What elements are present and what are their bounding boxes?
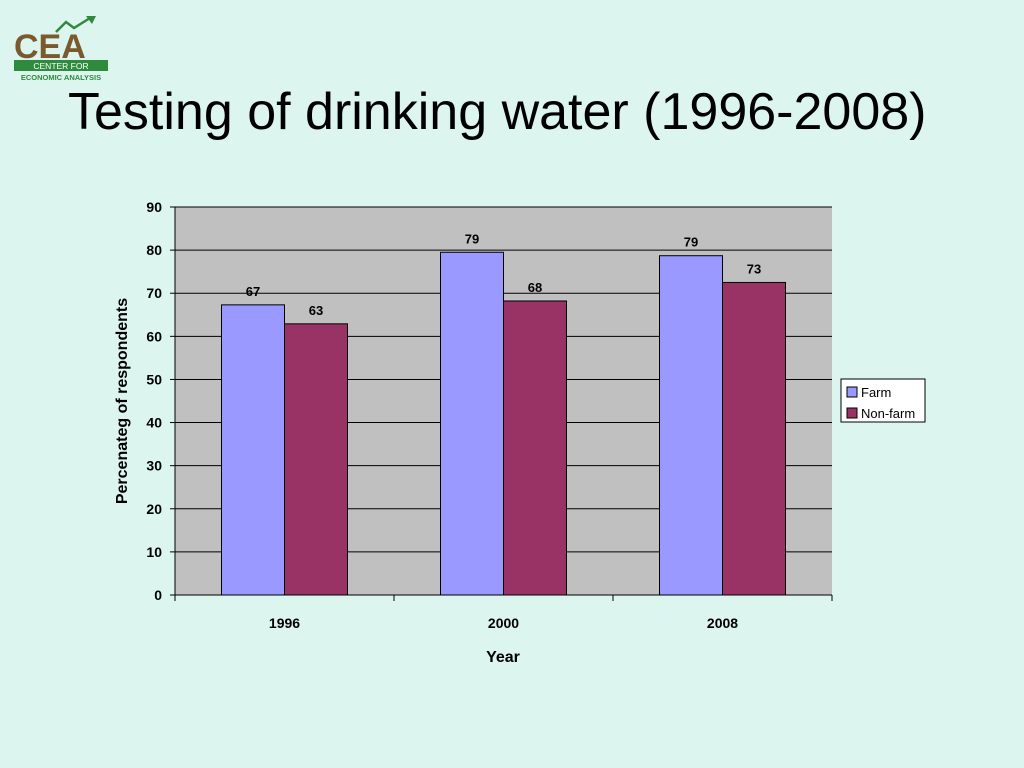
legend-label: Farm (861, 385, 891, 400)
legend-swatch (846, 386, 858, 398)
x-tick-labels: 1996 2000 2008 (269, 615, 738, 631)
bar (284, 323, 348, 596)
logo-band (14, 60, 108, 71)
y-tick-label: 90 (146, 199, 162, 215)
bar-value-label: 67 (246, 284, 260, 299)
bar-value-label: 73 (747, 261, 761, 276)
y-tick-label: 0 (154, 587, 162, 603)
y-tick-label: 20 (146, 501, 162, 517)
arrow-head-icon (86, 16, 96, 24)
bar-labels: 67 63 79 68 79 73 (246, 231, 761, 318)
logo-line1: CENTER FOR (33, 61, 88, 71)
axes (170, 206, 833, 601)
legend: Farm Non-farm (840, 378, 926, 423)
y-tick-labels: 0 10 20 30 40 50 60 70 80 90 (146, 199, 162, 603)
bar (440, 251, 504, 596)
cea-logo: CEA CENTER FOR ECONOMIC ANALYSIS (12, 14, 112, 82)
bars (221, 251, 786, 596)
y-tick-label: 40 (146, 415, 162, 431)
bar-value-label: 79 (465, 231, 479, 246)
bar-value-label: 63 (309, 303, 323, 318)
bar-value-label: 68 (528, 280, 542, 295)
y-tick-label: 70 (146, 285, 162, 301)
slide-title: Testing of drinking water (1996-2008) (68, 83, 927, 141)
y-tick-label: 80 (146, 242, 162, 258)
y-tick-label: 30 (146, 458, 162, 474)
bar (659, 255, 723, 596)
bar-value-label: 79 (684, 235, 698, 250)
cea-logo-graphic: CEA CENTER FOR ECONOMIC ANALYSIS (14, 16, 108, 82)
y-tick-label: 50 (146, 371, 162, 387)
x-axis-label: Year (486, 649, 520, 666)
y-tick-label: 60 (146, 328, 162, 344)
y-tick-label: 10 (146, 544, 162, 560)
x-tick-label: 2000 (488, 615, 519, 631)
trend-arrow-icon (55, 16, 91, 33)
bar (722, 281, 786, 596)
x-tick-label: 2008 (707, 615, 738, 631)
bar (221, 304, 285, 596)
legend-swatch (846, 407, 858, 419)
legend-label: Non-farm (861, 406, 915, 421)
bar (503, 300, 567, 596)
y-axis-label: Percenateg of respondents (114, 298, 131, 504)
x-tick-label: 1996 (269, 615, 300, 631)
logo-line2: ECONOMIC ANALYSIS (21, 73, 101, 82)
logo-letters: CEA (14, 28, 86, 66)
